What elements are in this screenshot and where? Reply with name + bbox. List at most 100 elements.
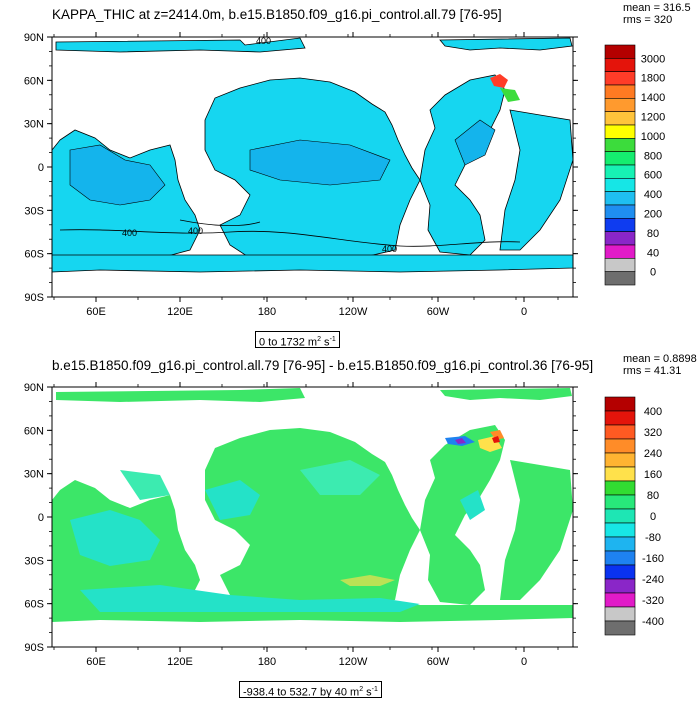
- colorbar-swatch: [604, 564, 636, 580]
- lat-label: 30S: [24, 555, 44, 567]
- colorbar-label: -160: [642, 553, 664, 565]
- panel2-cyan-south: [80, 585, 420, 612]
- panel1-deep-atlantic: [454, 119, 496, 166]
- panel1-map: [52, 37, 573, 297]
- lon-label: 120E: [167, 656, 193, 668]
- colorbar-swatch: [604, 164, 636, 179]
- colorbar-label: 1200: [641, 112, 665, 124]
- panel2-teal-zones: [120, 460, 380, 500]
- colorbar-swatch: [604, 396, 636, 412]
- lon-label: 120W: [339, 656, 368, 668]
- colorbar-label: 1000: [641, 131, 665, 143]
- colorbar-swatch: [604, 466, 636, 482]
- colorbar-label: 160: [644, 469, 662, 481]
- colorbar-label: 0: [650, 511, 656, 523]
- lat-label: 60S: [24, 599, 44, 611]
- colorbar-label: 1400: [641, 92, 665, 104]
- colorbar-label: 400: [644, 406, 662, 418]
- lat-label: 90N: [24, 32, 44, 44]
- colorbar-swatch: [604, 508, 636, 524]
- lon-label: 60E: [86, 306, 106, 318]
- panel1-title: KAPPA_THIC at z=2414.0m, b.e15.B1850.f09…: [52, 7, 502, 22]
- panel2-range-sup2: -1: [371, 686, 378, 693]
- panel2-arctic-ocean: [56, 388, 305, 402]
- colorbar-swatch: [604, 71, 636, 86]
- panel1-contour-label: 400: [256, 36, 271, 46]
- lat-label: 0: [38, 512, 44, 524]
- panel1-east-ocean: [499, 109, 573, 251]
- panel2-mean: mean = 0.8898: [623, 353, 697, 365]
- panel2-range-sup: 2: [359, 686, 364, 693]
- panel1-contours: [59, 219, 521, 247]
- panel1-contour-pacific: [179, 219, 261, 227]
- colorbar-label: 80: [647, 490, 659, 502]
- panel1-contour-label: 400: [382, 244, 397, 254]
- colorbar-swatch: [604, 58, 636, 72]
- lat-label: 30N: [24, 469, 44, 481]
- panel1-arctic-ocean-east: [439, 37, 573, 51]
- panel1-ticks: [47, 32, 578, 302]
- colorbar-swatch: [604, 178, 636, 192]
- lat-label: 60N: [24, 75, 44, 87]
- colorbar-swatch: [604, 620, 636, 636]
- lat-label: 30N: [24, 119, 44, 131]
- lon-label: 60E: [86, 656, 106, 668]
- colorbar-swatch: [604, 84, 636, 99]
- lon-label: 120E: [167, 306, 193, 318]
- colorbar-swatch: [604, 271, 636, 286]
- panel1-deep-pacific: [249, 139, 391, 186]
- colorbar-swatch: [604, 522, 636, 538]
- panel1-southern-ocean: [52, 254, 573, 273]
- panel1-contour-label: 400: [122, 228, 137, 238]
- colorbar-swatch: [604, 592, 636, 608]
- panel1-range-sup2: -1: [329, 336, 336, 343]
- panel1-deep-zones: [69, 119, 496, 206]
- colorbar-swatch: [604, 480, 636, 496]
- colorbar-label: -400: [642, 616, 664, 628]
- lat-label: 60S: [24, 249, 44, 261]
- panel2-title: b.e15.B1850.f09_g16.pi_control.all.79 [7…: [52, 358, 594, 373]
- colorbar-label: 40: [647, 247, 659, 259]
- panel2-lon-labels: 60E 120E 180 120W 60W 0: [86, 656, 527, 668]
- panel1-arctic-ocean: [55, 37, 306, 53]
- colorbar-swatch: [604, 452, 636, 468]
- panel2-teal-pacific: [300, 460, 380, 495]
- panel1-lat-labels: 90N 60N 30N 0 30S 60S 90S: [24, 32, 44, 304]
- colorbar-swatch: [604, 550, 636, 566]
- panel2-anomaly-feature: [340, 430, 504, 586]
- panel2-cyan-pacific-west: [205, 480, 260, 520]
- colorbar-swatch: [604, 494, 636, 510]
- panel1-range-tail: s: [321, 336, 330, 349]
- colorbar-swatch: [604, 258, 636, 272]
- colorbar-swatch: [604, 124, 636, 139]
- colorbar-swatch: [604, 606, 636, 622]
- panel1-deep-indian: [69, 144, 166, 206]
- colorbar-label: 3000: [641, 53, 665, 65]
- lat-label: 30S: [24, 205, 44, 217]
- colorbar-swatch: [604, 244, 636, 259]
- colorbar-swatch: [604, 191, 636, 206]
- panel1-range-text: 0 to 1732 m: [259, 336, 318, 349]
- colorbar-swatch: [604, 536, 636, 552]
- colorbar-swatch: [604, 44, 636, 59]
- colorbar-label: 320: [644, 427, 662, 439]
- colorbar-label: 240: [644, 448, 662, 460]
- panel1-contour-label: 400: [188, 226, 203, 236]
- lat-label: 90S: [24, 292, 44, 304]
- lon-label: 0: [521, 306, 527, 318]
- panel1-stats: mean = 316.5 rms = 320: [623, 2, 691, 26]
- colorbar-swatch: [604, 98, 636, 112]
- colorbar-label: -80: [645, 532, 661, 544]
- panel2-ticks: [47, 382, 578, 652]
- lat-label: 60N: [24, 425, 44, 437]
- lon-label: 60W: [427, 656, 450, 668]
- panel2-range-tail: s: [363, 686, 372, 699]
- panel2-map: [52, 387, 573, 647]
- panel1-range-sup: 2: [317, 336, 321, 343]
- colorbar-swatch: [604, 231, 636, 246]
- panel2-anomaly-yellow-south: [340, 575, 395, 586]
- panel2-colorbar: 400 320 240 160 80 0 -80 -160 -240 -320 -400: [604, 396, 664, 636]
- colorbar-label: 600: [644, 170, 662, 182]
